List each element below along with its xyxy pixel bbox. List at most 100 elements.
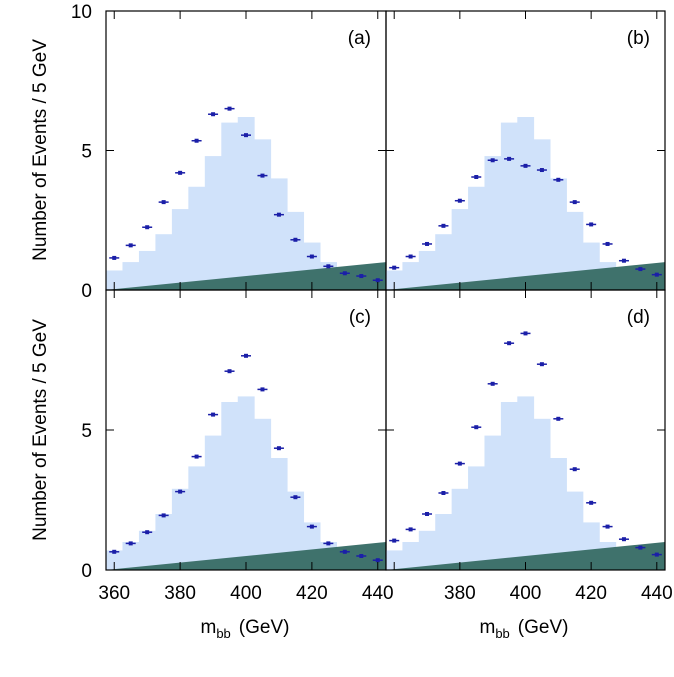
signal-bar: [287, 491, 305, 570]
y-tick-label: 5: [81, 142, 92, 163]
data-point: [621, 537, 626, 542]
data-point: [474, 175, 479, 180]
data-point: [276, 212, 281, 217]
panel-label: (d): [627, 307, 650, 328]
signal-bar: [533, 139, 551, 290]
panel-frame: [385, 289, 666, 571]
data-point: [589, 222, 594, 227]
data-point: [145, 530, 150, 535]
signal-bar: [566, 491, 584, 570]
background-area: [106, 542, 386, 570]
x-tick-label: 420: [296, 583, 328, 604]
data-point: [359, 554, 364, 558]
data-point: [359, 274, 364, 279]
data-point: [145, 225, 150, 230]
signal-bar: [155, 234, 173, 290]
signal-bar: [204, 435, 222, 570]
background-area: [386, 262, 665, 290]
signal-bar: [270, 178, 288, 290]
data-point: [605, 524, 610, 529]
signal-bar: [402, 262, 420, 290]
x-tick-label: 380: [444, 583, 476, 604]
x-axis-label-left-unit: (GeV): [239, 617, 290, 638]
signal-bar: [435, 514, 453, 570]
data-point: [425, 241, 430, 246]
signal-bar: [188, 466, 206, 570]
signal-bar: [138, 530, 156, 570]
data-point: [161, 200, 166, 205]
data-point: [654, 272, 659, 277]
data-point: [161, 513, 166, 518]
signal-bar: [402, 542, 420, 570]
data-point: [539, 362, 544, 367]
data-point: [194, 138, 199, 143]
data-point: [605, 241, 610, 246]
panels-layer: (a) (b) (c) (d): [105, 10, 666, 571]
data-point: [293, 237, 298, 242]
data-point: [457, 198, 462, 203]
signal-bar: [171, 209, 189, 290]
data-point: [227, 106, 232, 111]
data-point: [490, 158, 495, 163]
signal-bar: [566, 211, 584, 290]
x-tick-label: 420: [575, 583, 607, 604]
data-point: [507, 156, 512, 161]
signal-bar: [500, 402, 518, 570]
signal-bar: [171, 488, 189, 570]
y-tick-label: 0: [81, 281, 92, 302]
data-point: [178, 170, 183, 175]
x-tick-label: 440: [362, 583, 394, 604]
data-point: [392, 538, 397, 543]
signal-bar: [221, 122, 239, 290]
signal-bar: [287, 211, 305, 290]
x-axis-label-left: mbb (GeV): [201, 617, 290, 641]
y-tick-label: 5: [81, 421, 92, 442]
y-axis-label-bottom: Number of Events / 5 GeV: [30, 319, 51, 541]
signal-bar: [155, 514, 173, 570]
data-point: [178, 489, 183, 494]
data-point: [194, 454, 199, 459]
data-point: [326, 541, 331, 546]
panel-label: (a): [348, 28, 371, 49]
data-point: [112, 549, 117, 554]
signal-bar: [122, 542, 140, 570]
data-point: [244, 133, 248, 138]
signal-bar: [237, 396, 255, 570]
data-point: [441, 223, 446, 228]
x-tick-label: 400: [230, 583, 262, 604]
data-point: [128, 243, 133, 248]
data-point: [572, 467, 577, 472]
x-tick-label: 360: [98, 583, 130, 604]
panel-d: (d): [385, 289, 666, 571]
data-point: [375, 558, 380, 563]
data-point: [211, 112, 216, 117]
signal-bar: [386, 550, 403, 570]
data-point: [375, 278, 380, 283]
data-point: [507, 341, 512, 346]
data-point: [654, 552, 659, 557]
x-axis-label-left-main: m: [201, 617, 217, 638]
data-point: [293, 495, 298, 500]
data-point: [556, 177, 561, 182]
data-point: [342, 549, 347, 554]
signal-bar: [270, 458, 288, 570]
x-axis-label-right: mbb (GeV): [480, 617, 569, 641]
data-point: [539, 168, 544, 173]
signal-bar: [451, 488, 469, 570]
signal-bar: [484, 435, 502, 570]
data-point: [309, 524, 314, 529]
data-point: [342, 271, 347, 276]
signal-bar: [550, 178, 567, 290]
data-point: [392, 265, 397, 270]
data-point: [260, 387, 265, 392]
data-point: [128, 541, 133, 546]
signal-bar: [221, 402, 239, 570]
x-tick-label: 440: [641, 583, 673, 604]
data-point: [474, 425, 479, 430]
x-tick-label: 380: [164, 583, 196, 604]
axis-layer: 0 5 10 0 5 360 380 400 420 440 380 400 420 440: [71, 2, 673, 604]
signal-bar: [517, 117, 535, 291]
signal-bar: [237, 117, 255, 291]
signal-bar: [106, 550, 123, 570]
signal-bar: [386, 270, 403, 290]
